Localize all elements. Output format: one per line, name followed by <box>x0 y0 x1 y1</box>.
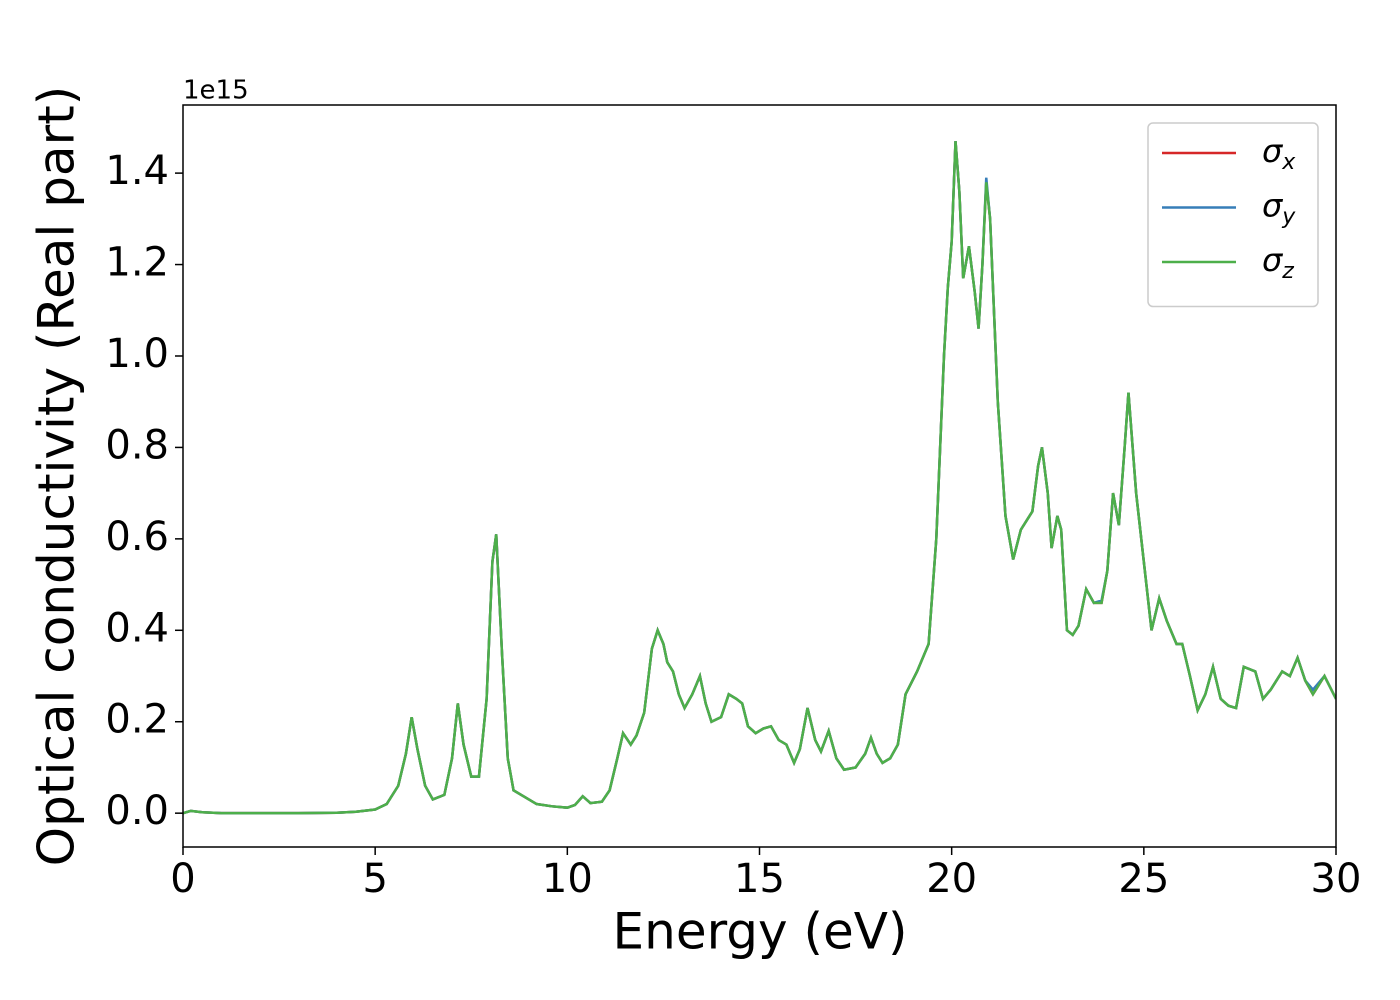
legend-label: σx <box>1262 132 1296 175</box>
y-tick-label: 1.2 <box>105 240 169 286</box>
x-axis-label: Energy (eV) <box>613 903 908 961</box>
y-tick-label: 0.4 <box>105 605 169 651</box>
series-line <box>183 141 1336 815</box>
x-tick-label: 30 <box>1311 856 1362 902</box>
y-offset-text: 1e15 <box>183 76 249 106</box>
y-tick-label: 1.4 <box>105 148 169 194</box>
legend-label: σy <box>1262 187 1296 230</box>
y-tick-label: 0.8 <box>105 422 169 468</box>
x-tick-label: 0 <box>170 856 195 902</box>
x-tick-label: 5 <box>362 856 387 902</box>
legend-box <box>1147 122 1319 308</box>
x-tick-label: 25 <box>1118 856 1169 902</box>
y-tick-label: 0.0 <box>105 788 169 834</box>
x-tick-label: 10 <box>542 856 593 902</box>
legend-label: σz <box>1262 241 1294 284</box>
y-tick-label: 0.6 <box>105 514 169 560</box>
plot-frame <box>182 104 1337 848</box>
y-tick-label: 0.2 <box>105 697 169 743</box>
y-axis-label: Optical conductivity (Real part) <box>28 86 86 867</box>
y-tick-label: 1.0 <box>105 331 169 377</box>
x-tick-label: 20 <box>926 856 977 902</box>
x-tick-label: 15 <box>734 856 785 902</box>
